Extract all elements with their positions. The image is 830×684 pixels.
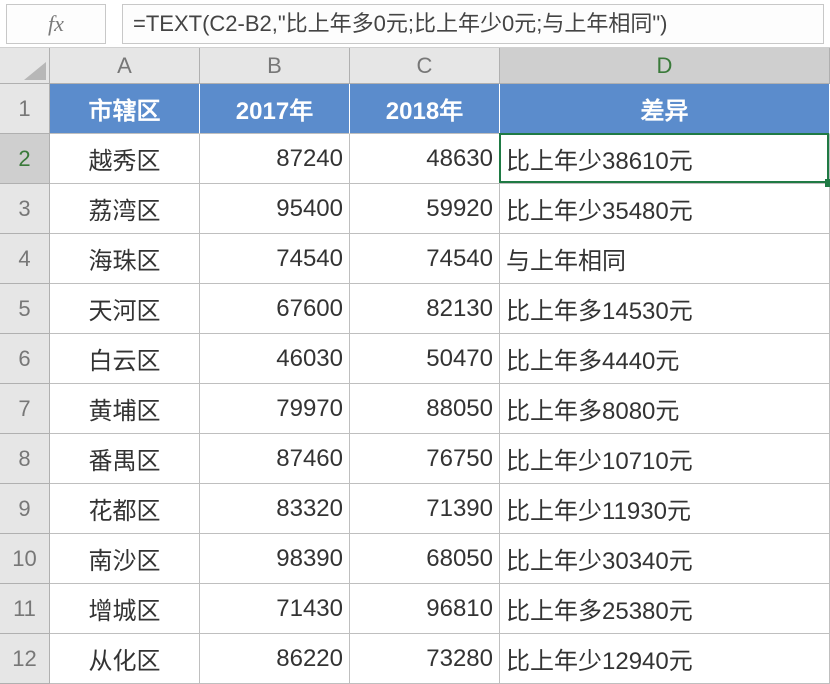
cell[interactable]: 96810 [350, 584, 500, 634]
column-headers: ABCD [50, 48, 830, 84]
row-header-7[interactable]: 7 [0, 384, 50, 434]
table-row: 荔湾区9540059920比上年少35480元 [50, 184, 830, 234]
table-row: 海珠区7454074540与上年相同 [50, 234, 830, 284]
cell[interactable]: 87240 [200, 134, 350, 184]
header-cell-colA[interactable]: 市辖区 [50, 84, 200, 134]
cell[interactable]: 比上年少38610元 [500, 134, 830, 184]
table-row: 花都区8332071390比上年少11930元 [50, 484, 830, 534]
table-row: 白云区4603050470比上年多4440元 [50, 334, 830, 384]
row-header-2[interactable]: 2 [0, 134, 50, 184]
cell[interactable]: 从化区 [50, 634, 200, 684]
row-header-1[interactable]: 1 [0, 84, 50, 134]
table-row: 天河区6760082130比上年多14530元 [50, 284, 830, 334]
cell[interactable]: 白云区 [50, 334, 200, 384]
cell[interactable]: 48630 [350, 134, 500, 184]
header-cell-colD[interactable]: 差异 [500, 84, 830, 134]
cell[interactable]: 50470 [350, 334, 500, 384]
row-headers: 123456789101112 [0, 84, 50, 684]
cell[interactable]: 南沙区 [50, 534, 200, 584]
table-row: 越秀区8724048630比上年少38610元 [50, 134, 830, 184]
row-header-11[interactable]: 11 [0, 584, 50, 634]
row-header-12[interactable]: 12 [0, 634, 50, 684]
cell[interactable]: 比上年多4440元 [500, 334, 830, 384]
cell[interactable]: 71430 [200, 584, 350, 634]
cell[interactable]: 59920 [350, 184, 500, 234]
cell[interactable]: 天河区 [50, 284, 200, 334]
cell[interactable]: 与上年相同 [500, 234, 830, 284]
table-row: 番禺区8746076750比上年少10710元 [50, 434, 830, 484]
row-header-10[interactable]: 10 [0, 534, 50, 584]
cell[interactable]: 95400 [200, 184, 350, 234]
fx-button[interactable]: fx [6, 4, 106, 44]
cell[interactable]: 比上年少11930元 [500, 484, 830, 534]
row-header-3[interactable]: 3 [0, 184, 50, 234]
cell[interactable]: 68050 [350, 534, 500, 584]
cell[interactable]: 83320 [200, 484, 350, 534]
cell[interactable]: 71390 [350, 484, 500, 534]
cell[interactable]: 79970 [200, 384, 350, 434]
cell[interactable]: 海珠区 [50, 234, 200, 284]
cell[interactable]: 花都区 [50, 484, 200, 534]
cell[interactable]: 增城区 [50, 584, 200, 634]
table-row: 从化区8622073280比上年少12940元 [50, 634, 830, 684]
cell[interactable]: 比上年多8080元 [500, 384, 830, 434]
cell[interactable]: 比上年多14530元 [500, 284, 830, 334]
row-header-4[interactable]: 4 [0, 234, 50, 284]
row-header-6[interactable]: 6 [0, 334, 50, 384]
cell[interactable]: 比上年少10710元 [500, 434, 830, 484]
cell[interactable]: 比上年少35480元 [500, 184, 830, 234]
cell[interactable]: 比上年多25380元 [500, 584, 830, 634]
row-header-9[interactable]: 9 [0, 484, 50, 534]
cell[interactable]: 番禺区 [50, 434, 200, 484]
cell[interactable]: 越秀区 [50, 134, 200, 184]
cell[interactable]: 86220 [200, 634, 350, 684]
table-row: 黄埔区7997088050比上年多8080元 [50, 384, 830, 434]
column-header-C[interactable]: C [350, 48, 500, 84]
header-cell-colB[interactable]: 2017年 [200, 84, 350, 134]
formula-bar: fx =TEXT(C2-B2,"比上年多0元;比上年少0元;与上年相同") [0, 0, 830, 48]
header-cell-colC[interactable]: 2018年 [350, 84, 500, 134]
row-header-5[interactable]: 5 [0, 284, 50, 334]
cell[interactable]: 67600 [200, 284, 350, 334]
cell[interactable]: 82130 [350, 284, 500, 334]
row-header-8[interactable]: 8 [0, 434, 50, 484]
cell[interactable]: 荔湾区 [50, 184, 200, 234]
cell[interactable]: 74540 [350, 234, 500, 284]
select-all-corner[interactable] [0, 48, 50, 84]
cells-grid: 市辖区2017年2018年差异越秀区8724048630比上年少38610元荔湾… [50, 84, 830, 684]
cell[interactable]: 比上年少30340元 [500, 534, 830, 584]
cell[interactable]: 88050 [350, 384, 500, 434]
formula-input[interactable]: =TEXT(C2-B2,"比上年多0元;比上年少0元;与上年相同") [122, 4, 824, 44]
cell[interactable]: 黄埔区 [50, 384, 200, 434]
column-header-D[interactable]: D [500, 48, 830, 84]
cell[interactable]: 76750 [350, 434, 500, 484]
column-header-B[interactable]: B [200, 48, 350, 84]
cell[interactable]: 73280 [350, 634, 500, 684]
table-row: 南沙区9839068050比上年少30340元 [50, 534, 830, 584]
cell[interactable]: 87460 [200, 434, 350, 484]
table-row: 增城区7143096810比上年多25380元 [50, 584, 830, 634]
cell[interactable]: 98390 [200, 534, 350, 584]
column-header-A[interactable]: A [50, 48, 200, 84]
cell[interactable]: 46030 [200, 334, 350, 384]
cell[interactable]: 比上年少12940元 [500, 634, 830, 684]
cell[interactable]: 74540 [200, 234, 350, 284]
